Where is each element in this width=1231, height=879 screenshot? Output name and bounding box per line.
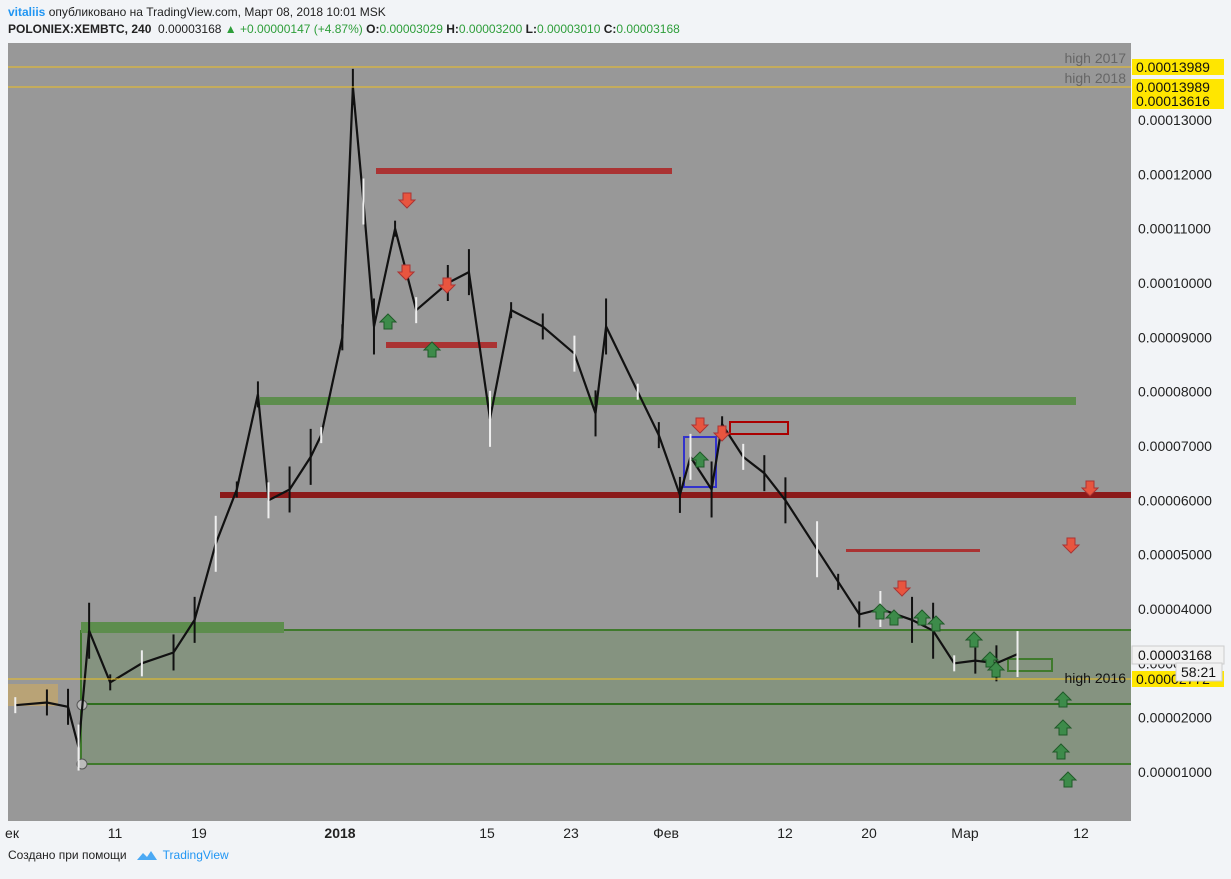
y-tick-label: 0.00002000 [1138,710,1212,726]
countdown-value: 58:21 [1181,664,1216,680]
up-arrow-icon [986,661,1006,678]
level-name: high 2017 [1064,50,1126,66]
level-value-badge [1132,59,1224,75]
close-value: 0.00003168 [616,22,680,36]
resistance-box [729,421,789,435]
x-tick-label: Фев [653,825,679,841]
dec-range-box [8,684,58,706]
x-tick-label: 20 [861,825,877,841]
level-value: 0.00013616 [1136,93,1210,109]
drawn-zones [8,168,1131,770]
down-arrow-icon [1080,480,1100,497]
resistance-bar-mid [386,342,497,348]
y-tick-label: 0.00005000 [1138,547,1212,563]
x-tick-label: 12 [777,825,793,841]
down-arrow-icon [690,417,710,434]
up-arrow-icon [1053,691,1073,708]
cloud-icon [136,851,157,860]
y-tick-label: 0.00006000 [1138,492,1212,508]
up-arrow-icon [912,609,932,626]
support-zone-box [81,630,1131,764]
down-arrow-icon [892,580,912,597]
price-change: ▲ +0.00000147 (+4.87%) [224,22,363,36]
resistance-bar-low [846,549,980,552]
up-arrow-icon [964,631,984,648]
high-value: 0.00003200 [458,22,523,36]
x-tick-label: 19 [191,825,207,841]
up-arrow-icon [378,313,398,330]
x-tick-label: Мар [951,825,979,841]
level-name: high 2016 [1064,670,1126,686]
open-label: O: [366,22,380,36]
y-tick-label: 0.00010000 [1138,275,1212,291]
y-tick-label: 0.00001000 [1138,764,1212,780]
y-tick-label: 0.00011000 [1138,221,1211,237]
up-arrow-icon [690,451,710,468]
author-link[interactable]: vitaliis [8,5,46,19]
y-tick-label: 0.00004000 [1138,601,1212,617]
symbol-label: POLONIEX:XEMBTC, 240 [8,22,152,36]
up-arrow-icon [422,341,442,358]
up-arrow-icon [1051,743,1071,760]
x-tick-label: 15 [479,825,495,841]
resistance-bar-high [376,168,672,174]
x-tick-label: 2018 [324,825,355,841]
x-tick-label: 12 [1073,825,1089,841]
level-name: high 2018 [1064,70,1126,86]
x-tick-label: 11 [108,825,123,841]
support-bar-low [81,622,284,633]
countdown-badge [1175,662,1223,682]
down-arrow-icon [1061,537,1081,554]
support-bar-mid [260,397,1076,405]
level-value-badge [1132,79,1224,95]
time-axis[interactable]: ек 11 19 2018 15 23 Фев 12 20 Мар 12 [5,825,1089,841]
level-value: 0.00013989 [1136,79,1210,95]
down-arrow-icon [712,425,732,442]
down-arrow-icon [396,264,416,281]
down-arrow-icon [397,192,417,209]
y-tick-label: 0.00009000 [1138,329,1212,345]
x-tick-label: ек [5,825,20,841]
level-value: 0.00013989 [1136,59,1210,75]
last-price: 0.00003168 [158,22,222,36]
open-value: 0.00003029 [379,22,443,36]
publish-line: vitaliis опубликовано на TradingView.com… [8,4,1223,20]
up-arrow-icon [926,615,946,632]
created-with-text: Создано при помощи [8,848,127,862]
level-value-badge [1132,93,1224,109]
resistance-bar-main [220,492,1131,498]
up-arrow-icon [980,651,1000,668]
low-value: 0.00003010 [536,22,601,36]
up-arrow-icon [1058,771,1078,788]
y-tick-label: 0.00012000 [1138,166,1212,182]
y-tick-label: 0.00008000 [1138,384,1212,400]
up-arrow-icon [870,603,890,620]
chart-header: vitaliis опубликовано на TradingView.com… [8,4,1223,38]
ohlc-line: POLONIEX:XEMBTC, 240 0.00003168 ▲ +0.000… [8,20,1223,38]
down-arrow-icon [437,277,457,294]
tradingview-brand: TradingView [162,848,229,862]
close-label: C: [603,22,617,36]
footer: Создано при помощи TradingView [8,848,229,862]
tradingview-logo[interactable]: TradingView [135,848,229,862]
signal-arrows [378,192,1100,788]
y-tick-label: 0.00013000 [1138,112,1212,128]
x-tick-label: 23 [563,825,579,841]
y-tick-label: 0.00007000 [1138,438,1212,454]
up-arrow-icon [884,609,904,626]
published-text: опубликовано на TradingView.com, Март 08… [48,5,386,19]
up-arrow-icon [1053,719,1073,736]
low-label: L: [525,22,537,36]
current-range-box [1007,658,1053,672]
high-label: H: [446,22,459,36]
current-price-value: 0.00003168 [1138,647,1212,663]
